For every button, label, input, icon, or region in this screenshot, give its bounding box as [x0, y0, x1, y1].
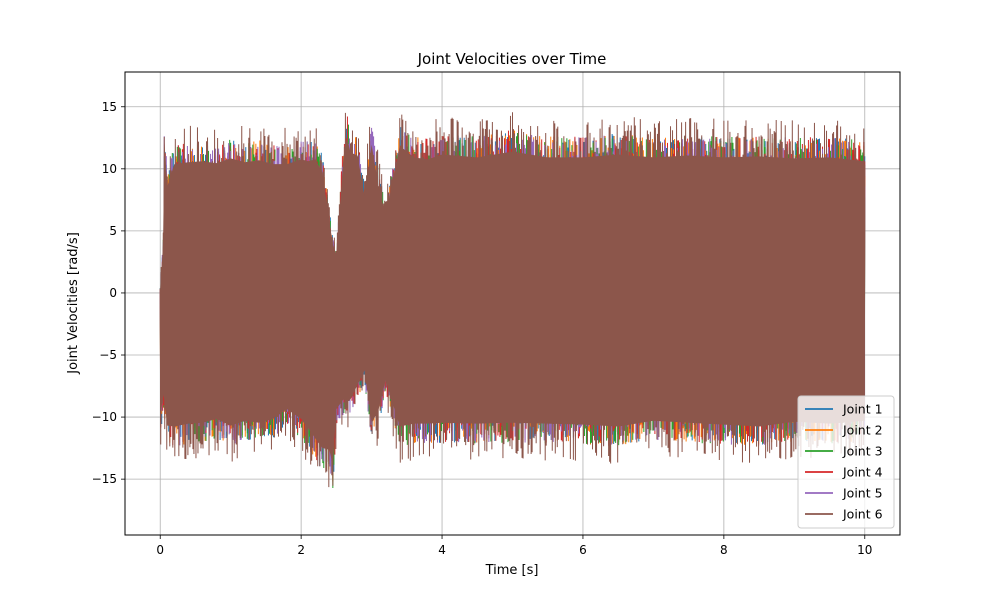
- y-axis: −15 −10 −5 0 5 10 15: [92, 100, 125, 486]
- y-axis-label: Joint Velocities [rad/s]: [66, 232, 81, 375]
- x-tick-label: 10: [857, 543, 872, 557]
- axes-frame: [124, 71, 901, 536]
- y-tick-label: 15: [102, 100, 117, 114]
- legend-label-4: Joint 4: [842, 465, 883, 480]
- x-tick-label: 6: [579, 543, 587, 557]
- legend-label-1: Joint 1: [842, 402, 883, 417]
- x-tick-label: 0: [156, 543, 164, 557]
- chart-title: Joint Velocities over Time: [417, 50, 607, 68]
- x-axis: 0 2 4 6 8 10: [156, 535, 872, 557]
- x-tick-label: 4: [438, 543, 446, 557]
- y-tick-label: −5: [99, 348, 117, 362]
- series-band-6: [160, 137, 865, 466]
- x-tick-label: 8: [720, 543, 728, 557]
- legend-label-2: Joint 2: [842, 423, 883, 438]
- x-axis-label: Time [s]: [485, 563, 539, 578]
- y-tick-label: 0: [109, 286, 117, 300]
- legend: Joint 1 Joint 2 Joint 3 Joint 4 Joint 5 Joint…: [797, 395, 895, 529]
- x-tick-label: 2: [297, 543, 305, 557]
- plot-area: [159, 112, 866, 489]
- legend-label-5: Joint 5: [842, 486, 883, 501]
- legend-frame: [797, 395, 895, 529]
- y-tick-label: 5: [109, 224, 117, 238]
- y-tick-label: 10: [102, 162, 117, 176]
- y-tick-label: −15: [92, 472, 117, 486]
- y-tick-label: −10: [92, 410, 117, 424]
- legend-label-6: Joint 6: [842, 507, 883, 522]
- legend-label-3: Joint 3: [842, 444, 883, 459]
